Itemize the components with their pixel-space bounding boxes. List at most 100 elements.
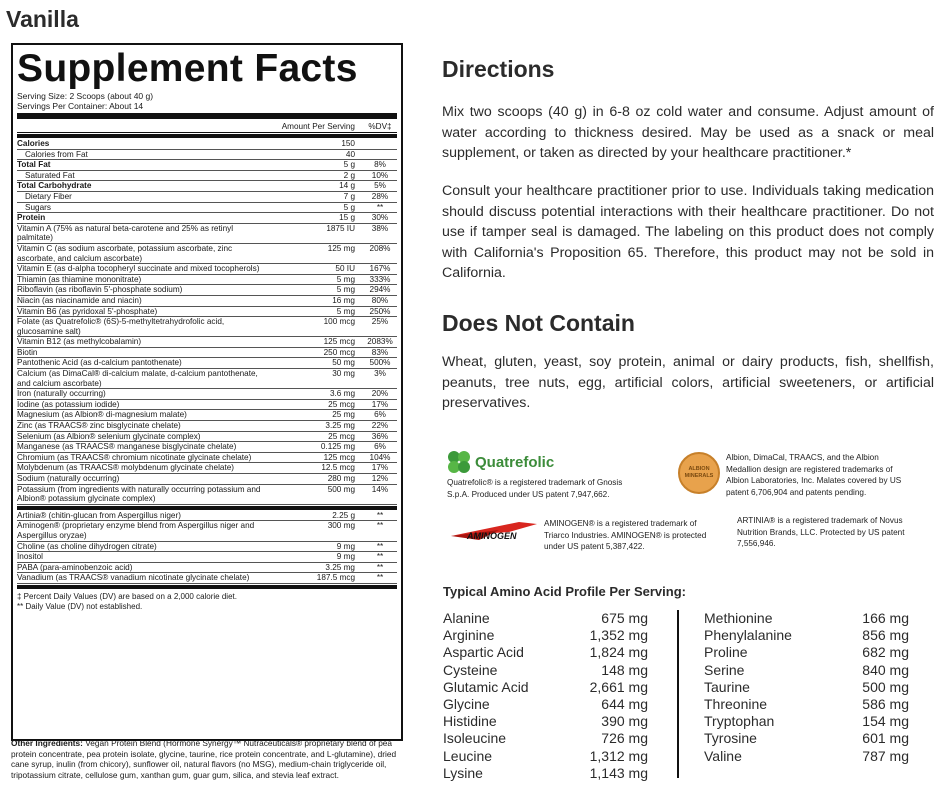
- nutrient-name: Thiamin (as thiamine mononitrate): [17, 274, 142, 284]
- thin-divider: [17, 134, 397, 138]
- nutrient-dv: 36%: [371, 431, 389, 441]
- nutrient-amount: 280 mg: [327, 474, 355, 483]
- amino-list-left: Alanine 675 mg Arginine 1,352 mg Aspartic Ac…: [443, 610, 648, 782]
- nutrient-name: Total Fat: [17, 160, 51, 170]
- nutrient-name: Dietary Fiber: [25, 191, 72, 201]
- nutrient-amount: 12.5 mcg: [321, 463, 355, 473]
- nutrient-name: Manganese (as TRAACS® manganese bisglyci…: [17, 442, 237, 452]
- nutrient-row: Iron (naturally occurring) 3.6 mg 20%: [17, 389, 397, 400]
- artinia-note: ARTINIA® is a registered trademark of No…: [737, 516, 905, 548]
- amino-row: Threonine 586 mg: [704, 696, 909, 713]
- nutrient-row: Sugars 5 g **: [17, 203, 397, 214]
- nutrient-row: PABA (para-aminobenzoic acid) 3.25 mg **: [17, 563, 397, 574]
- amino-name: Glutamic Acid: [443, 678, 529, 695]
- nutrient-dv: 5%: [374, 181, 386, 191]
- thick-divider: [17, 113, 397, 119]
- nutrient-name: Folate (as Quatrefolic® (6S)-5-methyltet…: [17, 317, 225, 336]
- serving-size: Serving Size: 2 Scoops (about 40 g): [17, 91, 154, 101]
- nutrient-amount: 15 g: [339, 213, 355, 223]
- nutrient-dv: 8%: [374, 160, 386, 170]
- amino-value: 586 mg: [862, 696, 909, 713]
- nutrient-amount: 9 mg: [336, 541, 355, 551]
- clover-icon: [448, 451, 470, 473]
- nutrient-name: Sugars: [25, 202, 51, 212]
- nutrient-dv: 28%: [371, 191, 389, 201]
- amino-name: Cysteine: [443, 661, 498, 678]
- nutrient-name: Vitamin C (as sodium ascorbate, potassiu…: [17, 243, 233, 263]
- nutrient-row: Vitamin B12 (as methylcobalamin) 125 mcg 2…: [17, 337, 397, 348]
- nutrient-amount: 250 mcg: [323, 347, 355, 357]
- amino-row: Valine 787 mg: [704, 748, 909, 765]
- amino-row: Lysine 1,143 mg: [443, 765, 648, 782]
- nutrient-dv: **: [376, 552, 384, 562]
- nutrient-dv: 22%: [371, 421, 389, 431]
- nutrient-row: Aminogen® (proprietary enzyme blend from…: [17, 521, 397, 542]
- amino-row: Methionine 166 mg: [704, 610, 909, 627]
- nutrient-name: Zinc (as TRAACS® zinc bisglycinate chela…: [17, 421, 181, 431]
- amino-name: Isoleucine: [443, 730, 507, 747]
- nutrient-amount: 5 mg: [336, 274, 355, 284]
- nutrient-name: Vitamin B12 (as methylcobalamin): [17, 337, 142, 347]
- nutrient-dv: 80%: [371, 295, 389, 305]
- does-not-contain-text: Wheat, gluten, yeast, soy protein, anima…: [442, 354, 934, 411]
- dv-header: %DV‡: [368, 121, 392, 131]
- nutrient-amount: 50 IU: [335, 264, 355, 274]
- amino-name: Serine: [704, 661, 745, 678]
- amino-value: 154 mg: [862, 713, 909, 730]
- amino-row: Glutamic Acid 2,661 mg: [443, 679, 648, 696]
- nutrient-dv: **: [376, 573, 384, 583]
- amino-row: Phenylalanine 856 mg: [704, 627, 909, 644]
- nutrient-dv: **: [376, 541, 384, 551]
- aminogen-logo: AMINOGEN: [449, 518, 541, 544]
- nutrient-name: Biotin: [17, 347, 38, 357]
- nutrient-row: Total Fat 5 g 8%: [17, 160, 397, 171]
- nutrient-row: Artinia® (chitin-glucan from Aspergillus…: [17, 511, 397, 522]
- nutrient-row: Iodine (as potassium iodide) 25 mcg 17%: [17, 400, 397, 411]
- nutrient-name: Riboflavin (as riboflavin 5'-phosphate s…: [17, 285, 183, 295]
- nutrient-amount: 187.5 mcg: [316, 573, 355, 583]
- nutrient-name: Inositol: [17, 552, 43, 562]
- nutrient-name: Artinia® (chitin-glucan from Aspergillus…: [17, 510, 181, 520]
- nutrient-dv: 20%: [371, 389, 389, 399]
- amino-value: 1,824 mg: [589, 644, 648, 661]
- other-ingredients-label: Other Ingredients:: [11, 738, 83, 748]
- amino-row: Arginine 1,352 mg: [443, 627, 648, 644]
- nutrient-dv: **: [376, 510, 384, 520]
- nutrient-row: Magnesium (as Albion® di-magnesium malat…: [17, 410, 397, 422]
- nutrient-amount: 125 mcg: [323, 337, 355, 347]
- nutrient-dv: 208%: [369, 243, 391, 253]
- other-ingredients-text: Vegan Protein Blend (Hormone Synergy™ Nu…: [11, 738, 397, 780]
- nutrient-row: Chromium (as TRAACS® chromium nicotinate…: [17, 453, 397, 464]
- amino-value: 1,143 mg: [589, 764, 648, 781]
- nutrient-name: Magnesium (as Albion® di-magnesium malat…: [17, 410, 187, 420]
- nutrient-amount: 300 mg: [327, 521, 355, 531]
- nutrient-name: Vitamin A (75% as natural beta-carotene …: [17, 223, 234, 243]
- amino-value: 601 mg: [862, 730, 909, 747]
- nutrient-dv: 167%: [369, 264, 391, 274]
- amino-row: Alanine 675 mg: [443, 610, 648, 627]
- nutrient-row: Vanadium (as TRAACS® vanadium nicotinate…: [17, 573, 397, 584]
- nutrient-amount: 5 g: [343, 160, 355, 170]
- nutrient-dv: **: [376, 202, 384, 212]
- albion-medallion: ALBION MINERALS: [678, 452, 720, 494]
- warnings-text: Consult your healthcare practitioner pri…: [442, 183, 934, 281]
- nutrient-name: Molybdenum (as TRAACS® molybdenum glycin…: [17, 463, 235, 473]
- nutrient-name: Calories: [17, 139, 50, 148]
- nutrient-dv: **: [376, 562, 384, 572]
- nutrient-name: Vitamin B6 (as pyridoxal 5'-phosphate): [17, 306, 158, 316]
- column-header: Amount Per Serving %DV‡: [17, 120, 397, 133]
- amino-value: 1,312 mg: [589, 747, 648, 764]
- amino-value: 726 mg: [601, 730, 648, 747]
- nutrient-dv: 500%: [369, 358, 391, 368]
- nutrient-row: Calcium (as DimaCal® di-calcium malate, …: [17, 369, 397, 390]
- nutrient-dv: 3%: [374, 369, 386, 379]
- nutrient-dv: 17%: [371, 463, 389, 473]
- amino-name: Tyrosine: [704, 730, 757, 747]
- amino-name: Histidine: [443, 713, 497, 730]
- nutrient-dv: 104%: [369, 452, 391, 462]
- nutrient-amount: 150: [341, 139, 355, 148]
- nutrient-amount: 3.25 mg: [325, 562, 355, 572]
- nutrient-row: Potassium (from ingredients with natural…: [17, 485, 397, 505]
- directions-heading: Directions: [442, 56, 555, 82]
- directions-text: Mix two scoops (40 g) in 6-8 oz cold wat…: [442, 104, 934, 161]
